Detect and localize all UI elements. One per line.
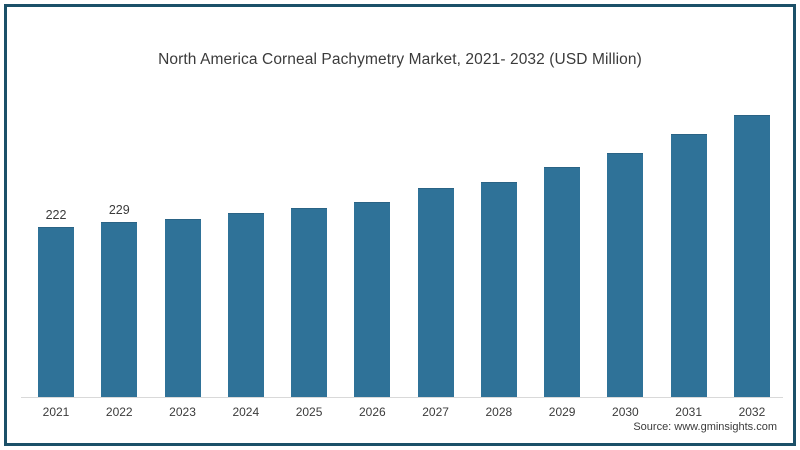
bar[interactable] [480, 181, 517, 397]
source-note: Source: www.gminsights.com [633, 421, 777, 433]
bar-slot [544, 99, 581, 397]
bar[interactable] [670, 134, 707, 397]
bar[interactable] [733, 115, 770, 397]
bar-slot [607, 99, 644, 397]
bar[interactable] [607, 152, 644, 397]
x-axis-tick-label: 2030 [612, 405, 639, 419]
bar-slot [733, 99, 770, 397]
bar-slot [670, 99, 707, 397]
bar-slot [291, 99, 328, 397]
x-axis-tick-label: 2024 [232, 405, 260, 419]
bar-slot [417, 99, 454, 397]
bar-slot [227, 99, 264, 397]
x-axis-tick-label: 2027 [422, 405, 449, 419]
bar[interactable] [354, 202, 391, 397]
chart-title: North America Corneal Pachymetry Market,… [158, 51, 642, 68]
bar-slot [480, 99, 517, 397]
bar-series: 222 229 [29, 99, 779, 397]
x-axis-tick-label: 2022 [105, 405, 133, 419]
bar-slot: 222 [38, 99, 74, 397]
x-axis-tick-label: 2023 [169, 405, 196, 419]
bar-value-label: 229 [108, 203, 130, 218]
bar[interactable] [227, 212, 264, 397]
x-axis-tick-label: 2031 [675, 405, 702, 419]
bar[interactable] [164, 218, 201, 397]
x-axis-tick-label: 2029 [548, 405, 576, 419]
plot-area: 222 229 [29, 99, 779, 397]
bar-slot [354, 99, 391, 397]
bar[interactable] [38, 227, 74, 397]
x-axis-tick-label: 2028 [485, 405, 513, 419]
x-axis-tick-labels: 2021 2022 2023 2024 2025 2026 2027 2028 2029 2030… [29, 405, 779, 419]
bar[interactable] [417, 188, 454, 397]
x-axis-line [21, 397, 783, 398]
bar[interactable] [101, 222, 138, 397]
chart-canvas: North America Corneal Pachymetry Market,… [7, 7, 793, 443]
x-axis-tick-label: 2021 [42, 405, 70, 419]
x-axis-tick-label: 2032 [738, 405, 766, 419]
bar-slot [164, 99, 201, 397]
chart-figure: North America Corneal Pachymetry Market,… [4, 4, 796, 446]
x-axis-tick-label: 2025 [295, 405, 323, 419]
x-axis-tick-label: 2026 [358, 405, 386, 419]
bar-slot: 229 [101, 99, 138, 397]
bar[interactable] [291, 208, 328, 397]
bar[interactable] [544, 167, 581, 397]
bar-value-label: 222 [45, 208, 67, 223]
